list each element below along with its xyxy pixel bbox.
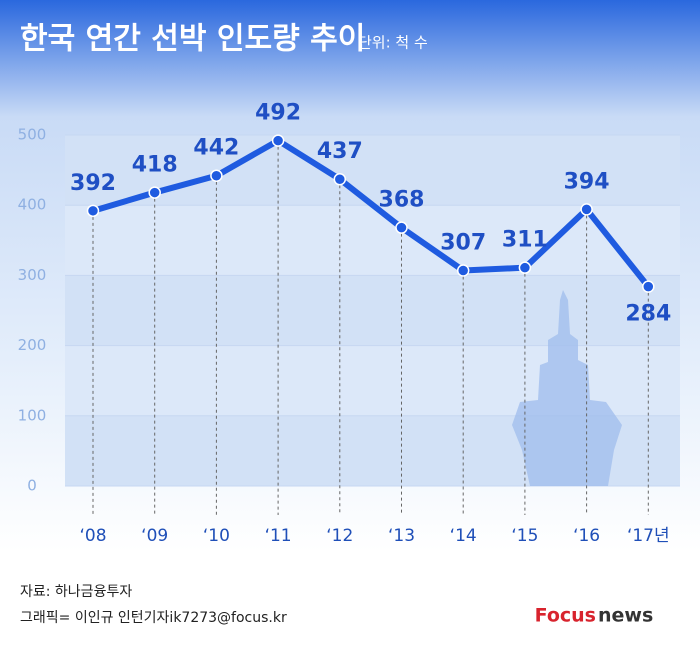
- value-label: 368: [379, 188, 425, 213]
- logo-suffix: news: [598, 605, 653, 627]
- value-label: 418: [132, 153, 178, 178]
- chart-subtitle: 단위: 척 수: [358, 34, 428, 52]
- value-label: 284: [625, 302, 671, 327]
- value-label: 307: [440, 230, 486, 255]
- value-label: 492: [255, 101, 301, 126]
- x-tick-label: ‘14: [450, 526, 477, 546]
- credit: 그래픽= 이인규 인턴기자ik7273@focus.kr: [20, 610, 287, 626]
- source: 자료: 하나금융투자: [20, 584, 132, 600]
- x-tick-label: ‘12: [326, 526, 353, 546]
- grid-band: [65, 135, 680, 206]
- chart-title: 한국 연간 선박 인도량 추이: [20, 22, 365, 57]
- point: [580, 203, 593, 216]
- point: [518, 261, 532, 274]
- line: [92, 137, 651, 289]
- x-tick-label: ‘17년: [627, 526, 670, 546]
- point: [395, 221, 408, 234]
- x-tick-label: ‘13: [388, 526, 415, 546]
- point: [210, 169, 223, 182]
- point: [271, 134, 285, 147]
- logo-brand: Focus: [535, 605, 596, 627]
- value-label: 311: [502, 228, 548, 253]
- ship-silhouette: [512, 290, 622, 486]
- y-tick-label: 200: [18, 336, 47, 354]
- x-tick-label: ‘10: [203, 526, 230, 546]
- point: [456, 264, 470, 277]
- y-tick-label: 400: [18, 196, 47, 214]
- y-tick-label: 0: [27, 477, 37, 495]
- x-tick-label: ‘15: [511, 526, 538, 546]
- point: [86, 204, 100, 218]
- grid-band: [65, 205, 680, 276]
- x-tick-label: ‘16: [573, 526, 600, 546]
- value-label: 392: [70, 171, 116, 196]
- y-tick-label: 100: [18, 406, 47, 424]
- point: [148, 186, 161, 199]
- grid-band: [65, 275, 680, 346]
- point: [333, 172, 347, 186]
- point: [642, 280, 655, 293]
- y-tick-label: 300: [18, 266, 47, 284]
- x-tick-label: ‘09: [141, 526, 168, 546]
- value-label: 437: [317, 139, 363, 164]
- value-label: 394: [564, 169, 610, 194]
- x-tick-label: ‘11: [265, 526, 292, 546]
- x-tick-label: ‘08: [79, 526, 106, 546]
- value-label: 442: [193, 136, 239, 161]
- y-tick-label: 500: [18, 126, 47, 144]
